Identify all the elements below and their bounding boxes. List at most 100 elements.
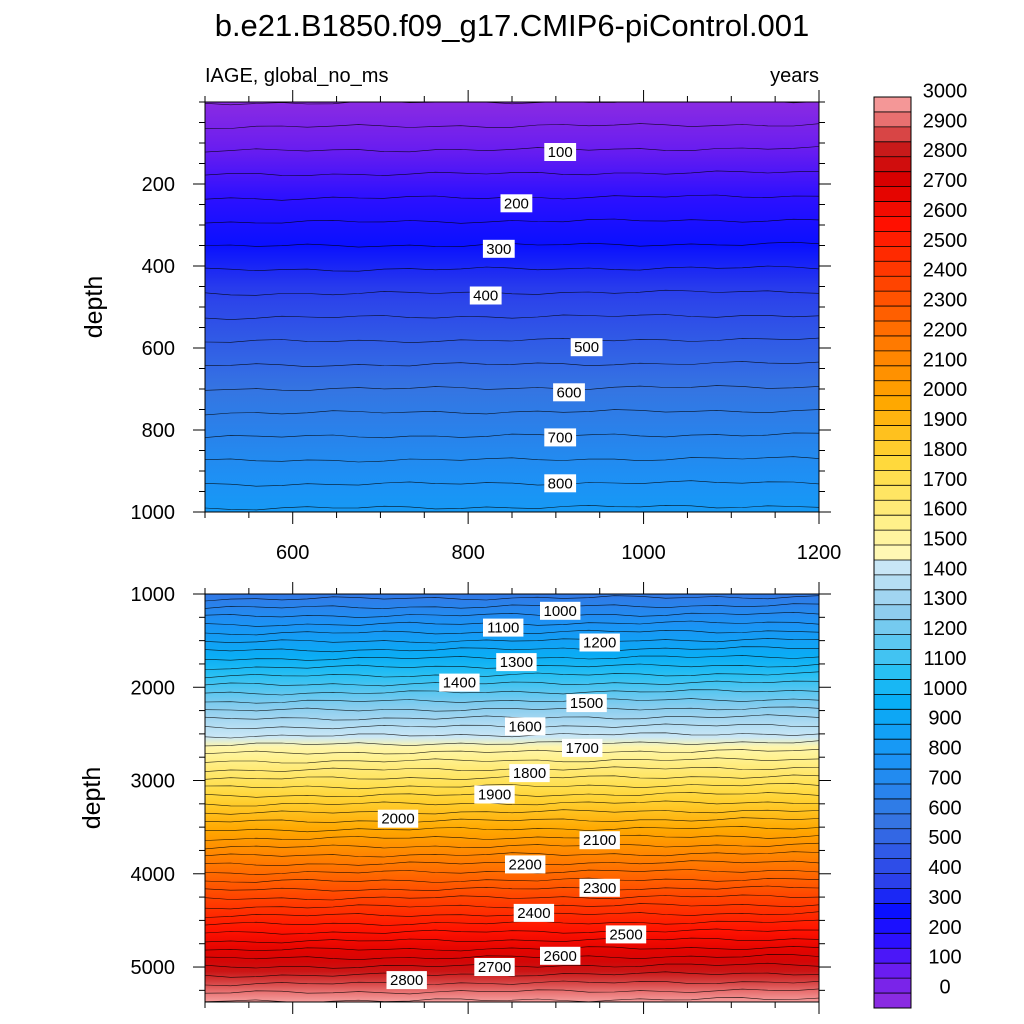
colorbar-frame xyxy=(873,96,912,1009)
colorbar-box xyxy=(874,380,911,397)
bottom-contour-label-group: 1400 xyxy=(439,673,480,692)
colorbar-label: 2000 xyxy=(923,379,968,401)
colorbar-box xyxy=(874,126,911,143)
bottom-contour-label-bg xyxy=(505,717,546,736)
colorbar-label: 1100 xyxy=(923,648,966,670)
colorbar-box xyxy=(874,694,911,710)
bottom-axes: 1000 2000 3000 4000 5000 xyxy=(131,582,831,1014)
colorbar-box xyxy=(874,978,911,994)
bottom-contour-line xyxy=(205,817,819,823)
top-y-tick-label: 200 xyxy=(142,174,175,196)
bottom-contour-label: 2200 xyxy=(509,856,542,873)
bottom-contour-line xyxy=(205,971,819,978)
colorbar-label: 900 xyxy=(928,708,961,730)
colorbar-box xyxy=(874,634,911,650)
top-contour-line xyxy=(205,480,819,487)
top-contour-labels: 100 200 300 400 500 600 700 800 xyxy=(469,143,603,493)
colorbar-box xyxy=(874,186,911,202)
colorbar-box xyxy=(874,201,911,217)
bottom-contour-line xyxy=(205,826,819,833)
colorbar-box xyxy=(874,530,911,546)
bottom-contour-line xyxy=(205,894,819,901)
colorbar-box xyxy=(874,783,911,800)
bottom-contour-label-group: 2000 xyxy=(377,809,419,828)
bottom-y-tick-label: 5000 xyxy=(131,957,176,979)
top-subtitle-left: IAGE, global_no_ms xyxy=(205,65,388,87)
bottom-contour-label-bg xyxy=(386,971,427,990)
bottom-contour-label: 2300 xyxy=(583,880,616,897)
bottom-contour-line xyxy=(205,749,819,755)
top-contour-line xyxy=(205,265,819,272)
top-contour-line xyxy=(205,337,819,344)
colorbar-label: 0 xyxy=(939,977,950,999)
colorbar-box xyxy=(874,813,911,830)
bottom-contour-label-group: 1500 xyxy=(566,694,607,713)
colorbar-box xyxy=(874,828,911,845)
bottom-contour-label-bg xyxy=(540,601,581,620)
colorbar-box xyxy=(874,156,911,173)
bottom-contour-label: 1000 xyxy=(544,603,577,620)
colorbar-label: 1500 xyxy=(923,529,968,551)
top-y-tick-label: 1000 xyxy=(131,502,176,524)
bottom-contour-line xyxy=(205,800,819,807)
top-contour-label-bg xyxy=(570,338,603,357)
bottom-contour-line xyxy=(205,851,819,858)
bottom-contour-line xyxy=(205,611,819,618)
top-contour-line xyxy=(205,102,817,106)
top-subtitle-right: years xyxy=(770,65,819,87)
bottom-contour-line xyxy=(205,732,819,739)
colorbar-label: 2200 xyxy=(923,319,968,341)
colorbar-box xyxy=(874,97,911,113)
bottom-contour-label: 1800 xyxy=(513,765,546,782)
colorbar-label: 1700 xyxy=(923,469,968,491)
top-contour-label: 300 xyxy=(486,241,511,258)
colorbar-label: 300 xyxy=(928,887,961,909)
colorbar-label: 700 xyxy=(928,768,961,790)
colorbar-box xyxy=(874,216,911,232)
colorbar-box xyxy=(874,664,911,680)
bottom-contour-line xyxy=(205,834,819,841)
bottom-contour-label-group: 2800 xyxy=(386,971,427,990)
colorbar-box xyxy=(874,545,911,561)
colorbar-label: 200 xyxy=(928,917,961,939)
top-y-tick-label: 600 xyxy=(142,338,175,360)
bottom-contour-line xyxy=(205,988,819,995)
colorbar-box xyxy=(874,754,911,770)
colorbar-box xyxy=(874,425,911,441)
colorbar-box xyxy=(874,948,911,964)
top-contour-label-group: 800 xyxy=(544,474,577,493)
top-panel: IAGE, global_no_ms years 100 200 300 400 500… xyxy=(80,65,841,564)
top-x-tick-label: 1200 xyxy=(797,542,842,564)
bottom-contour-line xyxy=(205,714,819,721)
colorbar-box xyxy=(874,410,911,426)
colorbar-label: 3000 xyxy=(923,81,968,103)
colorbar-box xyxy=(874,231,911,247)
bottom-contour-label-bg xyxy=(579,633,620,652)
colorbar-box xyxy=(874,111,911,128)
bottom-contour-line xyxy=(205,842,819,850)
bottom-contour-label-bg xyxy=(513,903,555,922)
bottom-contour-line xyxy=(205,603,819,609)
bottom-contour-label-bg xyxy=(509,764,550,783)
bottom-contour-label-bg xyxy=(496,653,537,672)
bottom-contour-label-bg xyxy=(377,809,419,828)
bottom-y-tick-label: 4000 xyxy=(131,864,176,886)
top-contour-line xyxy=(205,123,819,129)
colorbar-label: 2500 xyxy=(923,230,968,252)
top-contour-label-group: 400 xyxy=(469,286,502,305)
top-y-axis-label: depth xyxy=(80,276,108,339)
colorbar-label: 100 xyxy=(928,947,961,969)
bottom-contour-label-group: 2300 xyxy=(579,878,620,897)
bottom-contour-label-group: 1800 xyxy=(509,764,550,783)
bottom-contour-label: 2700 xyxy=(478,959,511,976)
colorbar-box xyxy=(874,724,911,740)
bottom-contour-label-group: 1000 xyxy=(540,601,581,620)
bottom-contour-label-group: 2600 xyxy=(540,946,581,965)
bottom-contour-line xyxy=(205,698,819,704)
top-contour-label-bg xyxy=(500,194,533,213)
colorbar-box xyxy=(874,141,911,158)
bottom-contour-line xyxy=(205,783,819,790)
bottom-contour-line xyxy=(205,671,819,679)
top-contour-label: 600 xyxy=(556,384,581,401)
bottom-contour-label: 1100 xyxy=(487,620,519,637)
